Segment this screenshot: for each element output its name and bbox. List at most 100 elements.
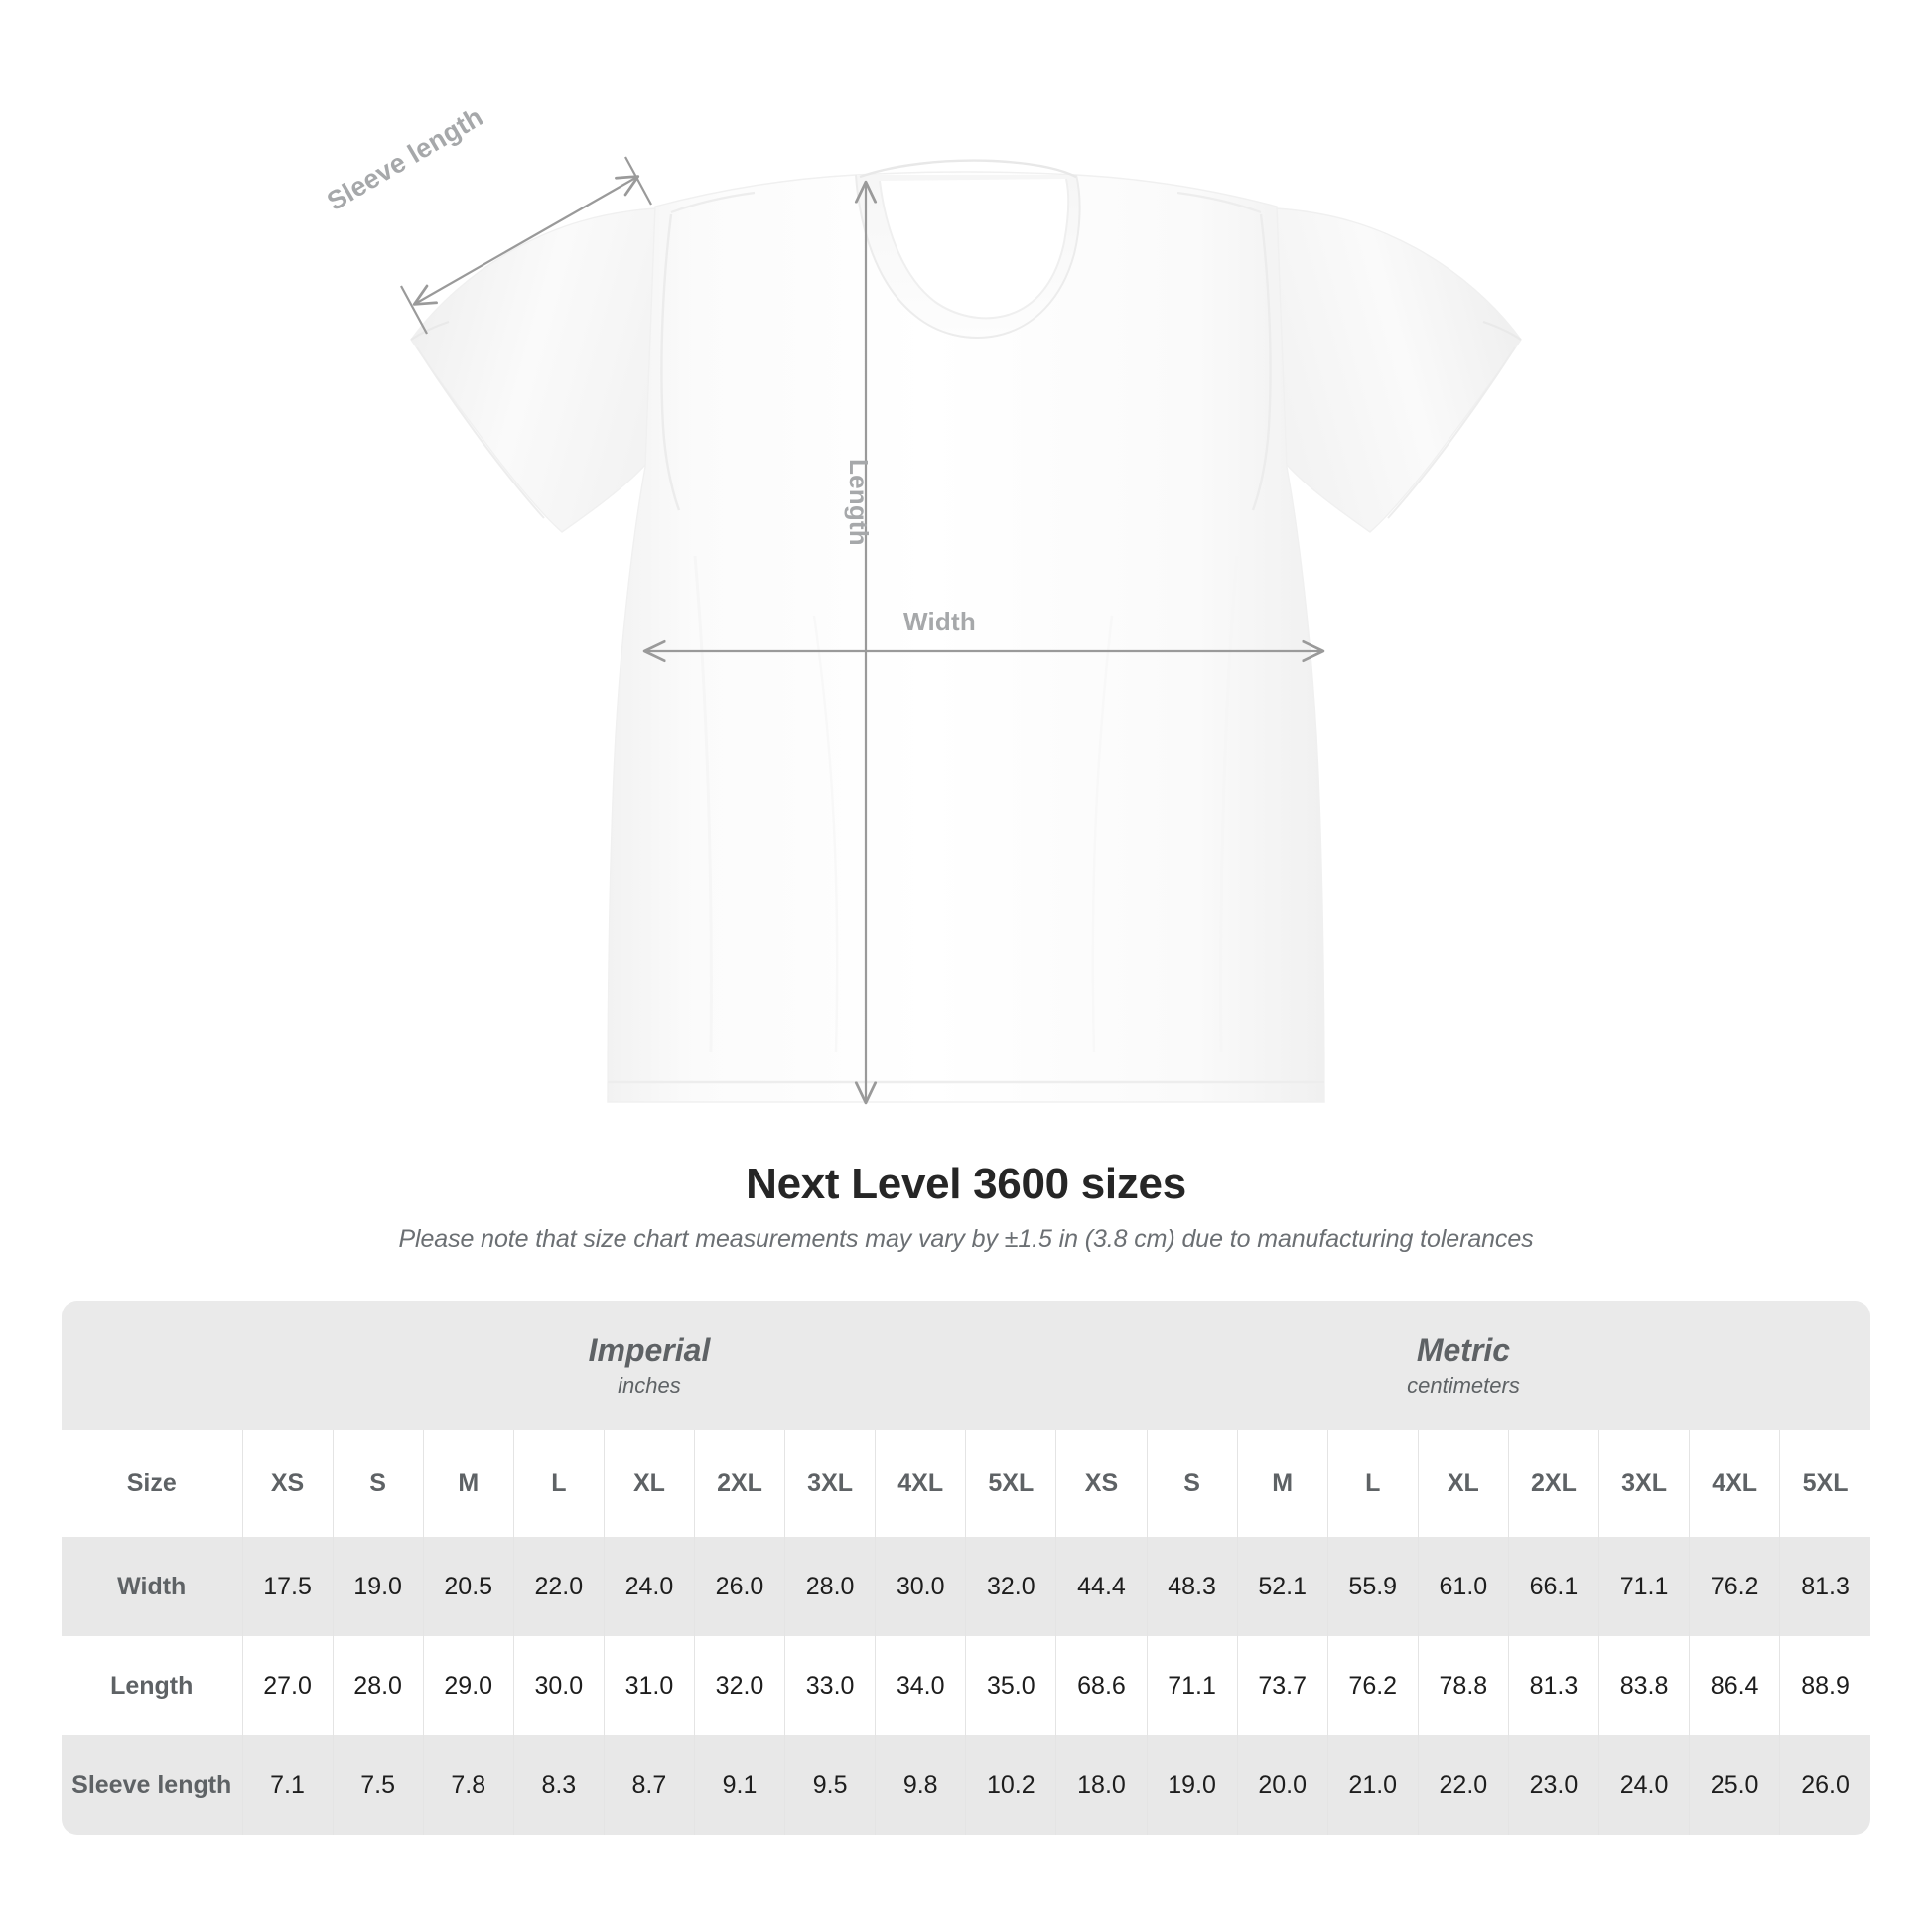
measurement-cell: 10.2 <box>965 1735 1056 1835</box>
unit-group-subtitle: centimeters <box>1407 1373 1520 1399</box>
measurement-cell: 19.0 <box>1146 1735 1238 1835</box>
measurement-cell: 20.5 <box>422 1537 514 1636</box>
measurement-cell: 18.0 <box>1055 1735 1148 1835</box>
measurement-cell: 73.7 <box>1236 1636 1328 1735</box>
measurement-cell: 66.1 <box>1507 1537 1599 1636</box>
table-row: Width 17.5 19.0 20.5 22.0 24.0 26.0 28.0 30.0 32.… <box>62 1537 1870 1636</box>
measurement-cell: 83.8 <box>1597 1636 1690 1735</box>
measurement-cell: 31.0 <box>603 1636 695 1735</box>
measurement-cell: 19.0 <box>332 1537 424 1636</box>
measurement-cell: 81.3 <box>1779 1537 1870 1636</box>
measurement-cell: 30.0 <box>512 1636 605 1735</box>
measurement-cell: 24.0 <box>603 1537 695 1636</box>
page-subtitle: Please note that size chart measurements… <box>398 1225 1534 1253</box>
measurement-cell: 22.0 <box>1417 1735 1509 1835</box>
size-header-cell: XL <box>603 1430 695 1537</box>
measurement-cell: 48.3 <box>1146 1537 1238 1636</box>
tshirt-illustration: Sleeve length Length Width <box>322 101 1522 1152</box>
measurement-cell: 8.3 <box>512 1735 605 1835</box>
unit-group-subtitle: inches <box>618 1373 681 1399</box>
table-row: Length 27.0 28.0 29.0 30.0 31.0 32.0 33.0 34.0 35… <box>62 1636 1870 1735</box>
size-header-cell: XS <box>1055 1430 1148 1537</box>
size-header-cell: 2XL <box>1507 1430 1599 1537</box>
measurement-cell: 20.0 <box>1236 1735 1328 1835</box>
page-title: Next Level 3600 sizes <box>746 1160 1186 1208</box>
length-label: Length <box>844 459 874 546</box>
measurement-cell: 22.0 <box>512 1537 605 1636</box>
size-header-cell: 4XL <box>1689 1430 1780 1537</box>
unit-group-metric: Metric centimeters <box>1055 1301 1870 1430</box>
size-header-cell: XL <box>1417 1430 1509 1537</box>
measurement-cell: 68.6 <box>1055 1636 1148 1735</box>
measurement-cell: 25.0 <box>1689 1735 1780 1835</box>
unit-group-imperial: Imperial inches <box>242 1301 1056 1430</box>
measurement-cell: 32.0 <box>965 1537 1056 1636</box>
measurement-cell: 76.2 <box>1326 1636 1419 1735</box>
measurement-cell: 26.0 <box>693 1537 785 1636</box>
measurement-cell: 81.3 <box>1507 1636 1599 1735</box>
table-row: Sleeve length 7.1 7.5 7.8 8.3 8.7 9.1 9.5 9.8 10.… <box>62 1735 1870 1835</box>
measurement-cell: 71.1 <box>1597 1537 1690 1636</box>
shirt-outline <box>410 159 1522 1103</box>
measurement-cell: 86.4 <box>1689 1636 1780 1735</box>
size-header-cell: XS <box>241 1430 334 1537</box>
measurement-cell: 27.0 <box>241 1636 334 1735</box>
measurement-cell: 7.5 <box>332 1735 424 1835</box>
measurement-cell: 76.2 <box>1689 1537 1780 1636</box>
measurement-cell: 17.5 <box>241 1537 334 1636</box>
title-block: Next Level 3600 sizes Please note that s… <box>0 1160 1932 1254</box>
measurement-cell: 21.0 <box>1326 1735 1419 1835</box>
size-header-cell: L <box>1326 1430 1419 1537</box>
row-label: Width <box>62 1537 242 1636</box>
measurement-cell: 44.4 <box>1055 1537 1148 1636</box>
measurement-cell: 61.0 <box>1417 1537 1509 1636</box>
measurement-cell: 8.7 <box>603 1735 695 1835</box>
size-table: Imperial inches Metric centimeters Size XS S M L… <box>62 1301 1870 1835</box>
size-header-cell: S <box>1146 1430 1238 1537</box>
size-table-container: Imperial inches Metric centimeters Size XS S M L… <box>62 1301 1870 1835</box>
size-header-cell: 4XL <box>875 1430 966 1537</box>
measurement-cell: 88.9 <box>1779 1636 1870 1735</box>
measurement-cell: 7.8 <box>422 1735 514 1835</box>
measurement-cell: 35.0 <box>965 1636 1056 1735</box>
size-header-label: Size <box>62 1430 242 1537</box>
measurement-cell: 28.0 <box>332 1636 424 1735</box>
measurement-cell: 30.0 <box>875 1537 966 1636</box>
measurement-cell: 9.8 <box>875 1735 966 1835</box>
unit-group-name: Metric <box>1416 1331 1511 1368</box>
measurement-cell: 23.0 <box>1507 1735 1599 1835</box>
unit-group-name: Imperial <box>588 1331 711 1368</box>
size-header-cell: M <box>422 1430 514 1537</box>
table-corner-cell <box>62 1301 242 1430</box>
measurement-cell: 24.0 <box>1597 1735 1690 1835</box>
sleeve-length-arrow <box>415 177 637 304</box>
measurement-cell: 9.5 <box>784 1735 876 1835</box>
row-label: Sleeve length <box>62 1735 242 1835</box>
unit-group-header-row: Imperial inches Metric centimeters <box>62 1301 1870 1430</box>
measurement-cell: 9.1 <box>693 1735 785 1835</box>
measurement-cell: 34.0 <box>875 1636 966 1735</box>
size-header-cell: S <box>332 1430 424 1537</box>
size-header-cell: 3XL <box>784 1430 876 1537</box>
size-header-cell: 5XL <box>965 1430 1056 1537</box>
size-header-cell: L <box>512 1430 605 1537</box>
measurement-arrows <box>400 156 1322 1102</box>
size-header-cell: 3XL <box>1597 1430 1690 1537</box>
measurement-cell: 28.0 <box>784 1537 876 1636</box>
measurement-cell: 26.0 <box>1779 1735 1870 1835</box>
size-header-cell: M <box>1236 1430 1328 1537</box>
measurement-cell: 71.1 <box>1146 1636 1238 1735</box>
measurement-cell: 32.0 <box>693 1636 785 1735</box>
measurement-cell: 33.0 <box>784 1636 876 1735</box>
measurement-cell: 29.0 <box>422 1636 514 1735</box>
measurement-cell: 55.9 <box>1326 1537 1419 1636</box>
size-header-cell: 5XL <box>1779 1430 1870 1537</box>
size-header-cell: 2XL <box>693 1430 785 1537</box>
measurement-cell: 78.8 <box>1417 1636 1509 1735</box>
tshirt-svg <box>400 156 1522 1152</box>
row-label: Length <box>62 1636 242 1735</box>
width-label: Width <box>903 607 976 636</box>
size-header-row: Size XS S M L XL 2XL 3XL 4XL 5XL XS S M L XL 2XL 3XL 4XL 5… <box>62 1430 1870 1537</box>
measurement-cell: 7.1 <box>241 1735 334 1835</box>
